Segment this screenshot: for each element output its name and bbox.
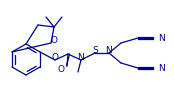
Text: S: S — [92, 45, 98, 54]
Text: N: N — [106, 45, 112, 54]
Text: O: O — [57, 64, 65, 74]
Text: O: O — [52, 52, 58, 62]
Text: N: N — [158, 33, 165, 43]
Text: O: O — [50, 35, 57, 45]
Text: N: N — [78, 52, 84, 62]
Text: N: N — [158, 64, 165, 72]
